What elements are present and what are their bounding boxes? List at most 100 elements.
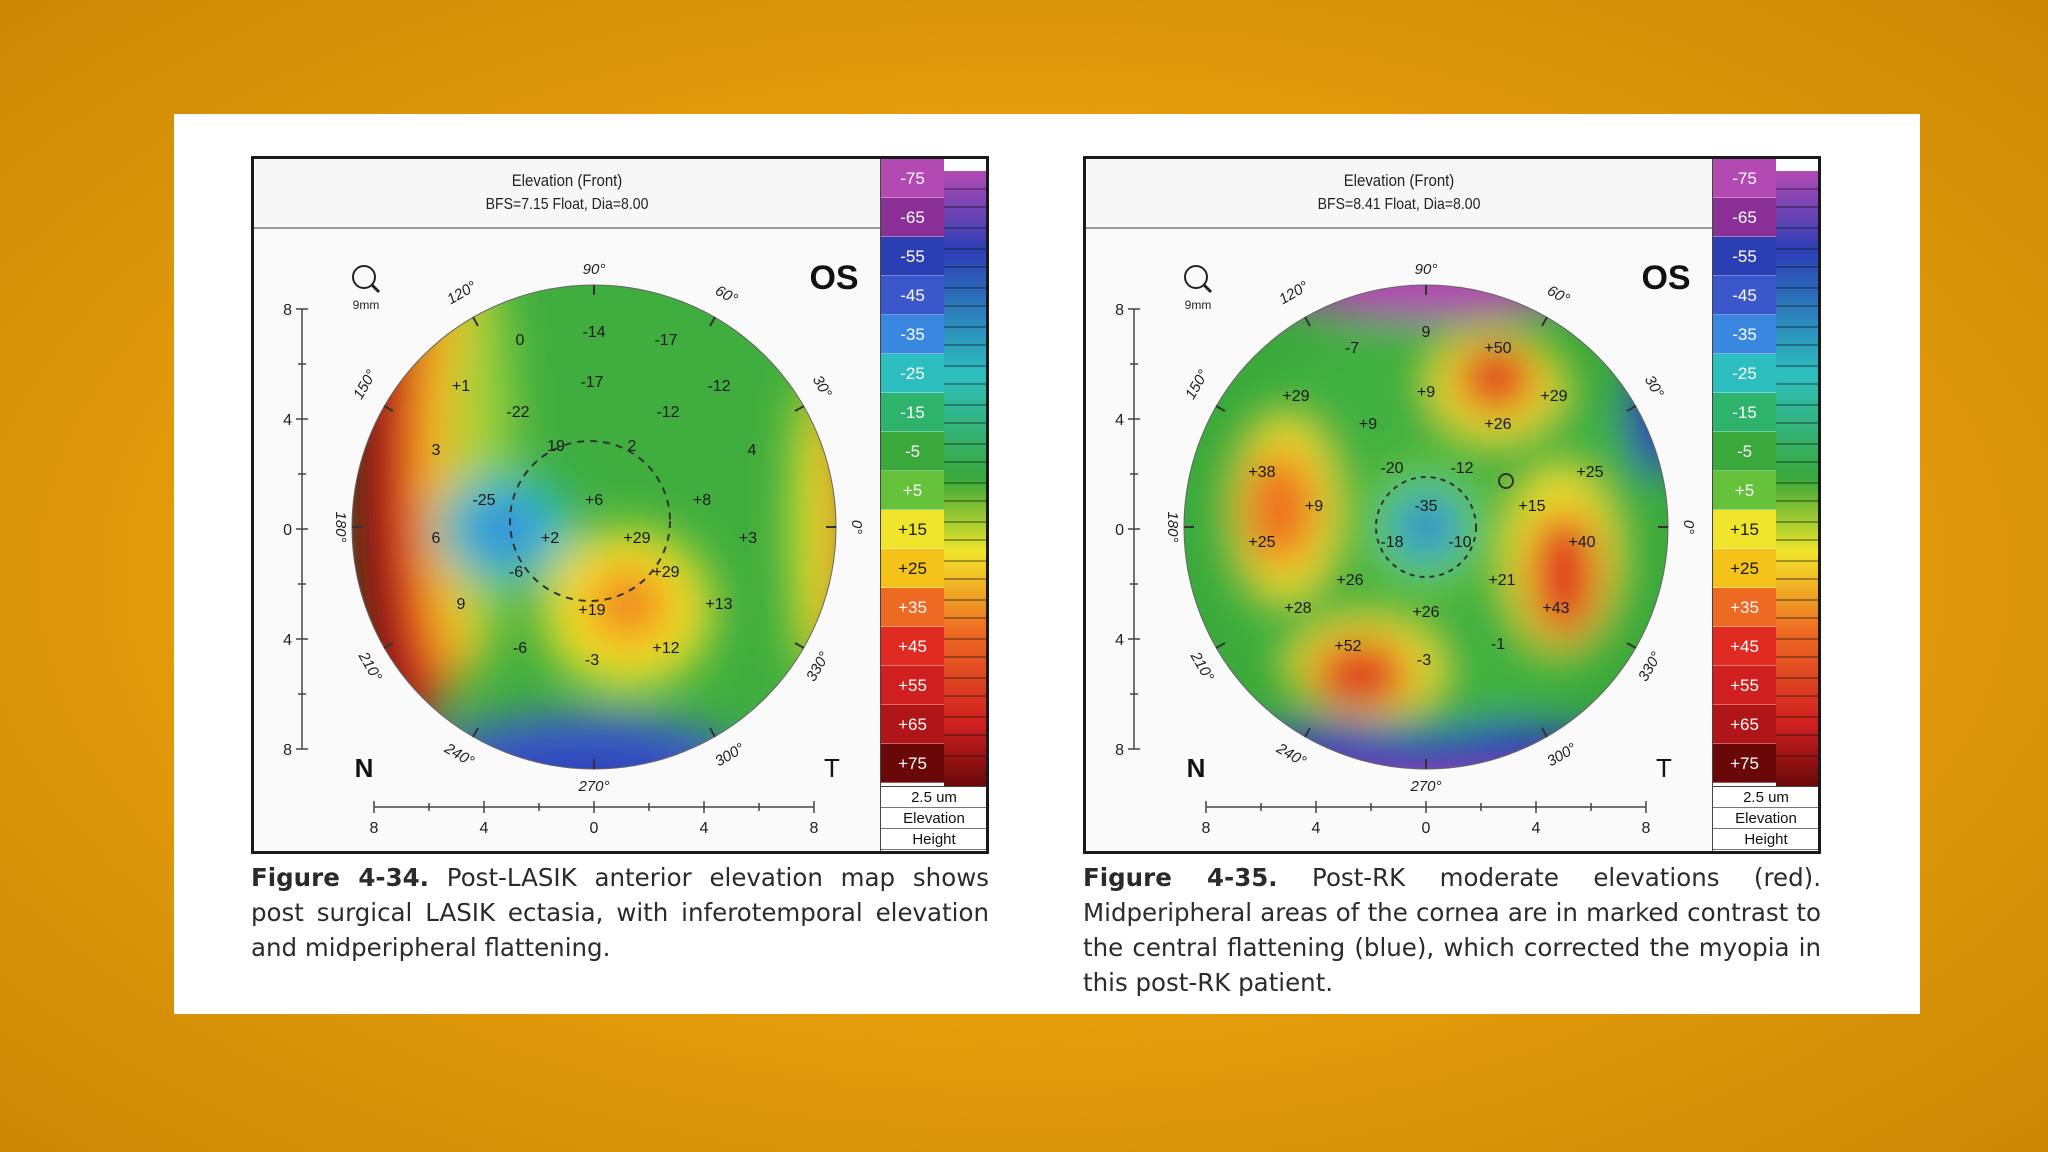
elevation-value: 9 xyxy=(1422,324,1431,341)
scale-step: +45 xyxy=(881,627,944,666)
y-tick-label: 4 xyxy=(1115,412,1124,429)
angle-label: 210° xyxy=(1186,648,1217,684)
scale-step: +35 xyxy=(1713,588,1776,627)
rim-ticks xyxy=(352,285,836,769)
elevation-value: +9 xyxy=(1417,384,1435,401)
elevation-value: +6 xyxy=(585,492,603,509)
elevation-value: +9 xyxy=(1359,416,1377,433)
scale-step: +65 xyxy=(1713,705,1776,744)
angle-label: 0° xyxy=(848,520,865,534)
color-scale-bar: -75 -65 -55 -45 -35 -25 -15 -5 +5 +15 +2… xyxy=(880,159,986,851)
elevation-value: +19 xyxy=(578,602,605,619)
scale-step: +25 xyxy=(1713,549,1776,588)
nasal-label: N xyxy=(355,753,374,783)
y-tick-label: 4 xyxy=(1115,632,1124,649)
x-tick-label: 8 xyxy=(1642,820,1651,837)
x-tick-label: 0 xyxy=(590,820,599,837)
angle-label: 30° xyxy=(809,373,835,401)
y-axis: 8 4 0 4 8 xyxy=(283,302,308,759)
scale-step: +5 xyxy=(881,471,944,510)
angle-label: 120° xyxy=(1276,278,1311,308)
eye-label: OS xyxy=(1641,259,1690,297)
angle-label: 180° xyxy=(332,511,349,542)
elevation-values-fig1: -14 -17 0 +1 -17 -12 -22 -12 3 19 2 4 -2… xyxy=(432,324,758,669)
angle-label: 210° xyxy=(354,648,385,684)
scale-measure: Height xyxy=(881,829,986,850)
temporal-label: T xyxy=(824,753,840,783)
elevation-value: +12 xyxy=(652,640,679,657)
elevation-value: +26 xyxy=(1484,416,1511,433)
x-tick-label: 8 xyxy=(370,820,379,837)
y-tick-label: 8 xyxy=(283,742,292,759)
scale-step: -65 xyxy=(881,198,944,237)
zoom-label: 9mm xyxy=(353,298,380,312)
elevation-value: 2 xyxy=(628,438,637,455)
elevation-value: 4 xyxy=(748,442,757,459)
scale-step: -75 xyxy=(881,159,944,198)
elevation-value: -10 xyxy=(1448,534,1471,551)
elevation-value: +13 xyxy=(705,596,732,613)
angle-label: 150° xyxy=(1182,367,1212,402)
y-tick-label: 4 xyxy=(283,632,292,649)
map-subtitle: BFS=7.15 Float, Dia=8.00 xyxy=(485,196,649,213)
elevation-value: 6 xyxy=(432,530,441,547)
caption-text: Post-RK moderate elevations (red). Midpe… xyxy=(1083,863,1821,997)
zoom-label: 9mm xyxy=(1185,298,1212,312)
elevation-value: 3 xyxy=(432,442,441,459)
elevation-value: -22 xyxy=(506,404,529,421)
y-tick-label: 8 xyxy=(283,302,292,319)
elevation-value: +38 xyxy=(1248,464,1275,481)
elevation-values-fig2: 9 -7 +50 +29 +9 +9 +29 +26 +38 -20 -12 +… xyxy=(1248,324,1603,669)
rim-ticks xyxy=(1184,285,1668,769)
figure-4-35-caption: Figure 4-35. Post-RK moderate elevations… xyxy=(1083,860,1821,1000)
angle-label: 60° xyxy=(712,282,740,308)
elevation-value: -25 xyxy=(472,492,495,509)
map-subtitle: BFS=8.41 Float, Dia=8.00 xyxy=(1317,196,1481,213)
elevation-value: 19 xyxy=(547,438,565,455)
scale-step: +45 xyxy=(1713,627,1776,666)
elevation-value: -14 xyxy=(582,324,605,341)
pupil-outline xyxy=(509,440,671,602)
elevation-value: -17 xyxy=(654,332,677,349)
caption-label: Figure 4-35. xyxy=(1083,863,1278,892)
scale-unit: 2.5 um xyxy=(1713,787,1818,808)
scale-step: +75 xyxy=(881,744,944,783)
apex-marker xyxy=(1498,473,1514,489)
elevation-value: -7 xyxy=(1345,340,1359,357)
caption-text: Post-LASIK anterior elevation map shows … xyxy=(251,863,989,962)
elevation-value: +26 xyxy=(1336,572,1363,589)
y-tick-label: 0 xyxy=(1115,522,1124,539)
angle-label: 60° xyxy=(1544,282,1572,308)
elevation-value: +25 xyxy=(1576,464,1603,481)
scale-step: -5 xyxy=(881,432,944,471)
y-tick-label: 4 xyxy=(283,412,292,429)
angle-label: 270° xyxy=(577,778,609,795)
angle-label: 150° xyxy=(350,367,380,402)
elevation-value: +29 xyxy=(1540,388,1567,405)
angle-label: 120° xyxy=(444,278,479,308)
y-tick-label: 8 xyxy=(1115,302,1124,319)
scale-unit: 2.5 um xyxy=(881,787,986,808)
y-tick-label: 0 xyxy=(283,522,292,539)
elevation-value: -12 xyxy=(707,378,730,395)
elevation-value: +3 xyxy=(739,530,757,547)
angle-label: 0° xyxy=(1680,520,1697,534)
x-axis: 8 4 0 4 8 xyxy=(370,801,819,837)
elevation-value: +43 xyxy=(1542,600,1569,617)
map-title: Elevation (Front) xyxy=(1343,171,1455,190)
map-title: Elevation (Front) xyxy=(511,171,623,190)
elevation-value: -35 xyxy=(1414,498,1437,515)
elevation-value: -6 xyxy=(513,640,527,657)
zoom-magnifier-icon[interactable] xyxy=(352,265,381,294)
zoom-magnifier-icon[interactable] xyxy=(1184,265,1213,294)
scale-step: +65 xyxy=(881,705,944,744)
scale-step: -5 xyxy=(1713,432,1776,471)
scale-footer: 2.5 um Elevation Height xyxy=(881,786,986,851)
angle-label: 240° xyxy=(1273,739,1309,770)
scale-step: -55 xyxy=(881,237,944,276)
figure-4-35-map: Elevation (Front) BFS=8.41 Float, Dia=8.… xyxy=(1083,156,1821,854)
angle-label: 330° xyxy=(803,649,833,684)
scale-step: +5 xyxy=(1713,471,1776,510)
eye-label: OS xyxy=(809,259,858,297)
angle-label: 90° xyxy=(1415,261,1438,278)
